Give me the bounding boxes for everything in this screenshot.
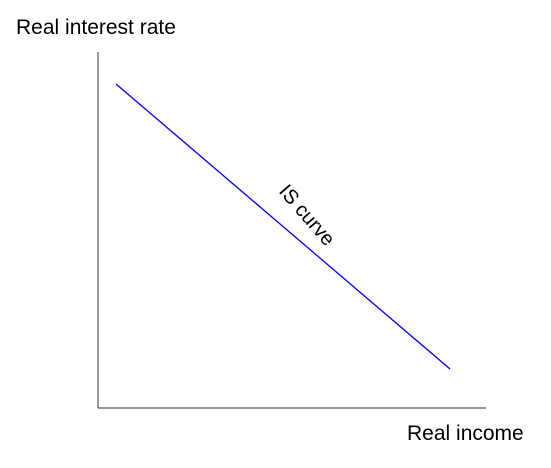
is-curve-line	[115, 83, 451, 370]
x-axis-label: Real income	[407, 422, 524, 445]
y-axis-label: Real interest rate	[16, 16, 176, 39]
is-curve-label: IS curve	[274, 181, 339, 251]
